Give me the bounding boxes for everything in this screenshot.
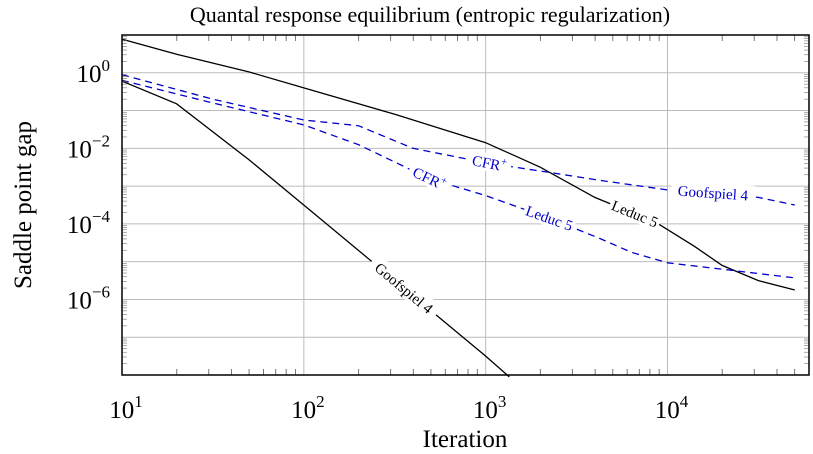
series-label: Goofspiel 4 bbox=[670, 180, 756, 205]
method-label-text: CFR+ bbox=[471, 150, 509, 175]
label-background bbox=[406, 160, 454, 196]
series-line-0 bbox=[121, 38, 795, 291]
grid bbox=[121, 34, 809, 376]
series-label-text: Goofspiel 4 bbox=[677, 184, 749, 205]
series-label: Leduc 5 bbox=[607, 194, 664, 232]
series-label: Goofspiel 4 bbox=[366, 253, 443, 321]
axis-ticks: 101 102 103 104 100 10−2 10−4 10−6 bbox=[67, 35, 810, 424]
label-background bbox=[670, 180, 756, 204]
series-labels: Leduc 5 Goofspiel 4 Goofspiel 4 CFR+ Leduc 5… bbox=[366, 149, 756, 321]
x-tick-label: 103 bbox=[473, 392, 507, 424]
series-lines bbox=[121, 38, 795, 378]
x-axis-label: Iteration bbox=[423, 426, 508, 453]
method-label: CFR+ bbox=[406, 160, 454, 196]
label-background bbox=[366, 253, 443, 321]
y-axis-label: Saddle point gap bbox=[10, 121, 37, 289]
label-background bbox=[607, 194, 664, 232]
x-tick-label: 102 bbox=[291, 392, 325, 424]
x-tick-label: 104 bbox=[655, 392, 689, 424]
plot-frame bbox=[121, 34, 810, 376]
y-tick-label: 10−2 bbox=[67, 131, 110, 163]
series-line-1 bbox=[121, 80, 510, 378]
series-line-3 bbox=[121, 79, 795, 279]
y-tick-label: 10−6 bbox=[67, 282, 110, 314]
method-label: CFR+ bbox=[466, 149, 513, 176]
chart-title: Quantal response equilibrium (entropic r… bbox=[190, 2, 670, 27]
series-line-2 bbox=[121, 74, 795, 206]
y-tick-label: 10−4 bbox=[67, 207, 111, 239]
label-background bbox=[521, 199, 578, 235]
x-tick-label: 101 bbox=[109, 392, 143, 424]
y-tick-label: 100 bbox=[77, 56, 111, 88]
series-label: Leduc 5 bbox=[521, 199, 578, 235]
label-background bbox=[466, 149, 513, 176]
series-label-text: Goofspiel 4 bbox=[371, 260, 436, 318]
